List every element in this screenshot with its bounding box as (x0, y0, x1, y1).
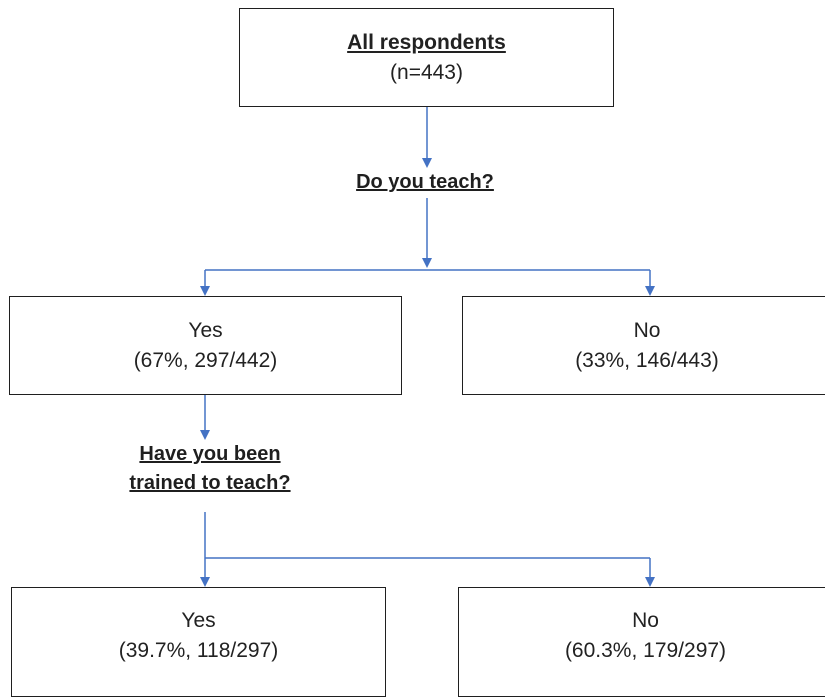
teach-yes-box: Yes (67%, 297/442) (9, 296, 402, 395)
trained-yes-label: Yes (181, 609, 216, 632)
teach-no-detail: (33%, 146/443) (575, 348, 719, 372)
trained-yes-detail: (39.7%, 118/297) (118, 639, 279, 662)
question-trained-line-1: Have you been (139, 443, 281, 465)
trained-yes-box: Yes (39.7%, 118/297) (11, 587, 386, 697)
trained-no-box: No (60.3%, 179/297) (458, 587, 825, 697)
all-respondents-box: All respondents (n=443) (239, 8, 614, 107)
teach-yes-label: Yes (188, 318, 223, 342)
trained-no-detail: (60.3%, 179/297) (564, 639, 727, 662)
trained-no-label: No (632, 609, 659, 632)
question-trained-to-teach: Have you been trained to teach? (90, 440, 330, 498)
question-trained-line-2: trained to teach? (129, 472, 291, 494)
question-do-you-teach: Do you teach? (356, 171, 494, 193)
all-respondents-title: All respondents (347, 30, 506, 54)
teach-yes-detail: (67%, 297/442) (133, 348, 278, 372)
teach-no-box: No (33%, 146/443) (462, 296, 825, 395)
teach-no-label: No (633, 318, 661, 342)
all-respondents-count: (n=443) (390, 60, 463, 84)
connector-lines (200, 107, 655, 587)
